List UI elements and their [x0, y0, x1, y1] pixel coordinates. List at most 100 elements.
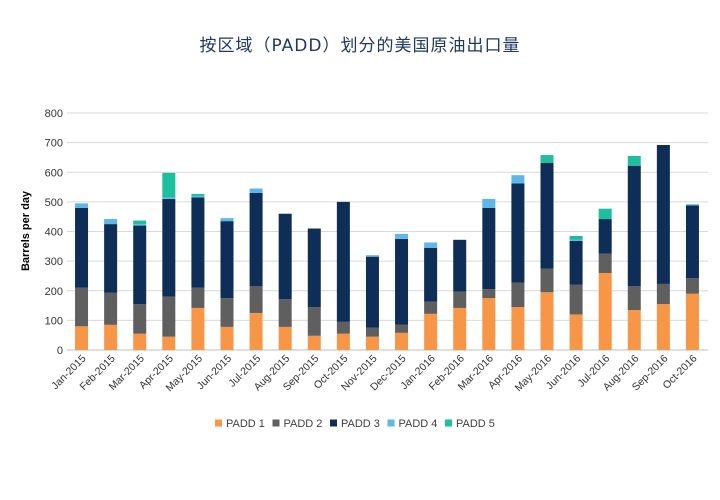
bar-padd-3-jan-2016 — [424, 247, 438, 302]
bar-padd-3-sep-2015 — [307, 228, 321, 308]
bar-padd-2-apr-2015 — [162, 296, 176, 337]
legend-item-padd-1: PADD 1 — [215, 418, 265, 430]
bar-padd-1-jun-2016 — [569, 314, 583, 350]
bar-padd-3-may-2015 — [191, 197, 205, 288]
bar-padd-4-mar-2016 — [482, 198, 496, 208]
bar-padd-2-mar-2016 — [482, 289, 496, 299]
bar-padd-2-sep-2015 — [307, 307, 321, 336]
bar-padd-3-oct-2016 — [685, 205, 699, 279]
bar-padd-3-oct-2015 — [336, 201, 350, 322]
legend-label: PADD 1 — [226, 418, 265, 430]
bar-padd-1-mar-2016 — [482, 298, 496, 350]
bar-padd-2-may-2015 — [191, 287, 205, 308]
bar-padd-3-may-2016 — [540, 162, 554, 269]
legend-item-padd-5: PADD 5 — [445, 418, 495, 430]
bar-padd-1-jun-2015 — [220, 326, 234, 350]
bar-padd-5-may-2015 — [191, 193, 205, 196]
y-tick-labels: 0 100 200 300 400 500 600 700 800 — [45, 108, 63, 357]
y-axis-label: Barrels per day — [20, 190, 32, 271]
bar-padd-3-feb-2015 — [104, 224, 118, 293]
legend-item-padd-4: PADD 4 — [387, 418, 438, 430]
legend-swatch — [215, 419, 222, 427]
bars — [75, 144, 699, 350]
bar-padd-2-jul-2015 — [249, 286, 263, 313]
bar-padd-3-dec-2015 — [395, 238, 409, 325]
bar-padd-5-mar-2015 — [133, 220, 147, 225]
bar-padd-2-dec-2015 — [395, 324, 409, 333]
bar-padd-1-oct-2015 — [336, 333, 350, 350]
bar-padd-3-nov-2015 — [365, 256, 379, 328]
legend-swatch — [330, 419, 337, 427]
bar-padd-1-may-2015 — [191, 307, 205, 350]
bar-padd-2-may-2016 — [540, 268, 554, 293]
bar-padd-4-feb-2015 — [104, 219, 118, 225]
y-tick-label: 700 — [45, 138, 63, 150]
bar-padd-1-nov-2015 — [365, 336, 379, 350]
legend-item-padd-3: PADD 3 — [330, 418, 380, 430]
bar-padd-3-sep-2016 — [656, 144, 670, 284]
bar-padd-3-apr-2016 — [511, 183, 525, 283]
bar-padd-2-jan-2016 — [424, 301, 438, 314]
bar-padd-2-mar-2015 — [133, 304, 147, 334]
bar-padd-4-apr-2015 — [162, 197, 176, 199]
bar-padd-4-jun-2015 — [220, 218, 234, 222]
bar-padd-3-mar-2015 — [133, 225, 147, 305]
bar-padd-4-mar-2015 — [133, 224, 147, 226]
bar-padd-3-mar-2016 — [482, 207, 496, 290]
legend-swatch — [387, 419, 395, 427]
bar-padd-3-jan-2015 — [75, 207, 89, 288]
bar-padd-2-apr-2016 — [511, 282, 525, 308]
bar-padd-2-jan-2015 — [75, 287, 89, 327]
bar-padd-2-feb-2016 — [453, 291, 467, 308]
legend-item-padd-2: PADD 2 — [272, 418, 323, 430]
bar-padd-2-aug-2015 — [278, 299, 292, 327]
bar-padd-1-aug-2015 — [278, 326, 292, 350]
bar-padd-2-oct-2015 — [336, 321, 350, 334]
bar-padd-5-apr-2015 — [162, 172, 176, 198]
legend-swatch — [272, 419, 280, 427]
legend-swatch — [445, 419, 452, 427]
legend-label: PADD 2 — [284, 418, 323, 430]
bar-padd-3-feb-2016 — [453, 239, 467, 292]
bar-padd-4-jul-2015 — [249, 188, 263, 193]
y-tick-label: 0 — [57, 345, 63, 357]
bar-padd-4-jan-2015 — [75, 203, 89, 208]
bar-padd-5-jun-2016 — [569, 235, 583, 240]
bar-padd-2-sep-2016 — [656, 283, 670, 305]
bar-padd-1-aug-2016 — [627, 310, 641, 350]
bar-padd-2-jun-2016 — [569, 284, 583, 315]
bar-padd-3-jun-2015 — [220, 221, 234, 299]
bar-padd-1-sep-2015 — [307, 335, 321, 350]
bar-padd-4-may-2015 — [191, 195, 205, 198]
bar-padd-4-jan-2016 — [424, 242, 438, 248]
legend: PADD 1 PADD 2 PADD 3 PADD 4 PADD 5 — [215, 418, 495, 430]
bar-padd-1-apr-2016 — [511, 307, 525, 350]
bar-padd-5-may-2016 — [540, 155, 554, 163]
bar-padd-5-aug-2016 — [627, 155, 641, 166]
bar-padd-1-mar-2015 — [133, 333, 147, 350]
bar-padd-1-oct-2016 — [685, 293, 699, 350]
bar-padd-4-oct-2016 — [685, 204, 699, 206]
bar-padd-4-dec-2015 — [395, 233, 409, 239]
y-tick-label: 800 — [45, 108, 63, 120]
bar-padd-2-oct-2016 — [685, 278, 699, 294]
bar-padd-1-jul-2015 — [249, 312, 263, 350]
y-tick-label: 500 — [45, 197, 63, 209]
legend-label: PADD 5 — [456, 418, 495, 430]
y-tick-label: 100 — [45, 315, 63, 327]
bar-padd-1-sep-2016 — [656, 304, 670, 350]
bar-padd-4-nov-2015 — [365, 255, 379, 257]
bar-padd-1-jan-2016 — [424, 313, 438, 350]
bar-padd-1-feb-2016 — [453, 307, 467, 350]
bar-padd-2-nov-2015 — [365, 327, 379, 337]
legend-label: PADD 4 — [399, 418, 438, 430]
bar-padd-3-apr-2015 — [162, 198, 176, 297]
bar-padd-3-jul-2016 — [598, 219, 612, 254]
y-tick-label: 600 — [45, 167, 63, 179]
y-tick-label: 400 — [45, 227, 63, 239]
legend-label: PADD 3 — [341, 418, 380, 430]
bar-padd-2-feb-2015 — [104, 292, 118, 325]
bar-padd-3-jun-2016 — [569, 240, 583, 285]
bar-padd-2-jul-2016 — [598, 253, 612, 273]
